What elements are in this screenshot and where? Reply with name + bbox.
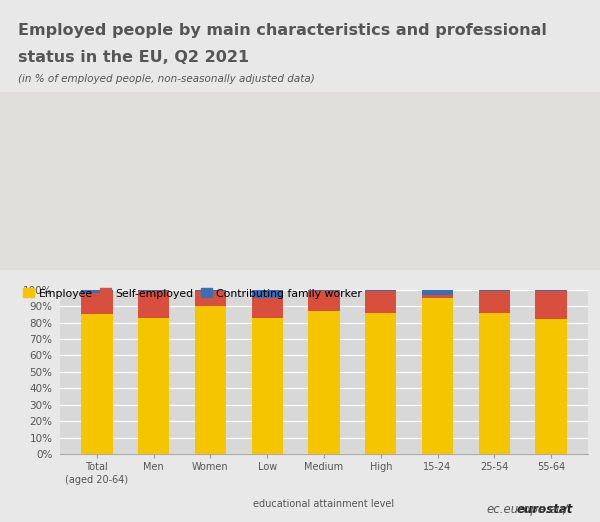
Text: educational attainment level: educational attainment level bbox=[253, 499, 395, 508]
Text: eurostat: eurostat bbox=[517, 503, 573, 516]
Legend: Employee, Self-employed, Contributing family worker: Employee, Self-employed, Contributing fa… bbox=[23, 288, 362, 299]
Bar bbox=[422, 290, 453, 294]
Bar bbox=[535, 290, 567, 291]
Bar bbox=[251, 298, 283, 318]
Bar bbox=[81, 290, 113, 293]
Bar bbox=[365, 290, 397, 291]
Bar bbox=[479, 290, 510, 291]
Bar bbox=[195, 290, 226, 291]
Bar bbox=[251, 318, 283, 454]
Bar bbox=[81, 293, 113, 314]
Bar bbox=[138, 318, 169, 454]
Text: status in the EU, Q2 2021: status in the EU, Q2 2021 bbox=[18, 50, 249, 65]
Bar bbox=[308, 311, 340, 454]
Bar bbox=[422, 294, 453, 298]
Bar bbox=[138, 290, 169, 291]
Text: Employed people by main characteristics and professional: Employed people by main characteristics … bbox=[18, 23, 547, 39]
Bar bbox=[138, 291, 169, 318]
Bar bbox=[308, 290, 340, 291]
Bar bbox=[365, 291, 397, 313]
Bar bbox=[479, 313, 510, 454]
Bar bbox=[479, 291, 510, 313]
Bar bbox=[535, 291, 567, 319]
Text: ec.europa.eu/: ec.europa.eu/ bbox=[487, 503, 568, 516]
Bar bbox=[422, 298, 453, 454]
Bar bbox=[195, 306, 226, 454]
Bar bbox=[365, 313, 397, 454]
Bar bbox=[195, 291, 226, 306]
Text: (in % of employed people, non-seasonally adjusted data): (in % of employed people, non-seasonally… bbox=[18, 74, 315, 84]
Bar bbox=[308, 291, 340, 311]
Bar bbox=[535, 319, 567, 454]
Bar bbox=[81, 314, 113, 454]
Bar bbox=[251, 290, 283, 298]
